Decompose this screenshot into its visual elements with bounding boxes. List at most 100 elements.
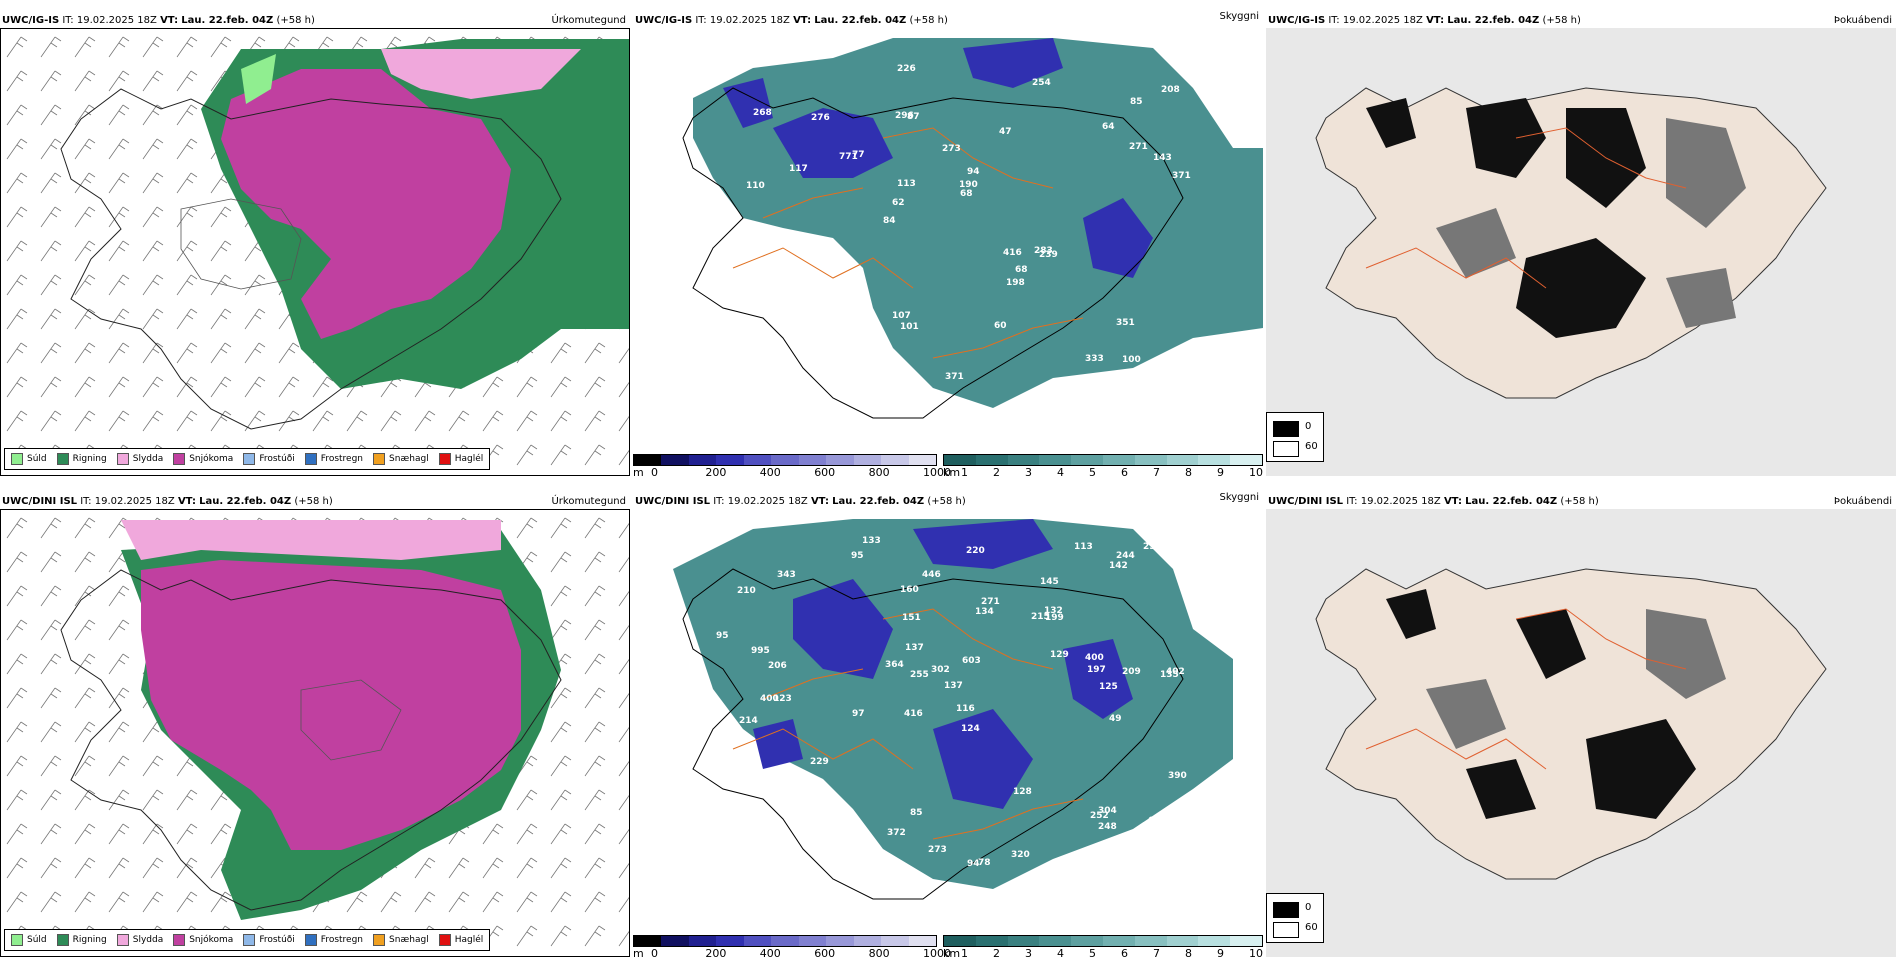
colorbar-segment — [975, 936, 1008, 946]
colorbar-segment — [771, 936, 799, 946]
colorbar-tick: 8 — [1185, 466, 1192, 479]
ceiling-label: 125 — [1099, 682, 1118, 692]
ceiling-label: 47 — [999, 127, 1012, 137]
colorbar-segment — [661, 936, 689, 946]
visibility-panel-bottom: UWC/DINI ISL IT: 19.02.2025 18Z VT: Lau.… — [633, 492, 1263, 965]
ceiling-label: 68 — [1015, 265, 1028, 275]
ceiling-label: 62 — [1148, 816, 1161, 826]
ceiling-label: 206 — [768, 661, 787, 671]
colorbar-tick: 400 — [759, 947, 781, 960]
fog-label-60: 60 — [1305, 441, 1318, 452]
ceiling-label: 400 — [1085, 653, 1104, 663]
ceiling-label: 208 — [1161, 85, 1180, 95]
ceiling-label: 384 — [745, 780, 764, 790]
colorbar-segment — [1230, 936, 1262, 946]
colorbar-segment — [1166, 455, 1199, 465]
ceiling-label: 160 — [900, 585, 919, 595]
highland-outline — [300, 679, 402, 761]
legend-label: Slydda — [132, 935, 164, 945]
colorbar-tick: 0 — [651, 947, 658, 960]
ceiling-label: 113 — [1074, 542, 1093, 552]
ceiling-unit: m — [633, 947, 644, 960]
iceland-coast — [682, 568, 1184, 900]
colorbar-segment — [1102, 936, 1135, 946]
legend-item: Haglél — [438, 453, 483, 465]
visibility-map: 100 110 85 84 47 64 296 273 66 77 70 70 87 94 239 268 22… — [633, 28, 1263, 428]
colorbar-segment — [853, 936, 882, 946]
road-network — [1365, 608, 1687, 770]
ceiling-label: 273 — [942, 144, 961, 154]
legend-label: Frostregn — [320, 935, 364, 945]
legend-swatch — [173, 934, 186, 946]
ceiling-label: 248 — [1098, 822, 1117, 832]
colorbar-segment — [881, 455, 909, 465]
ceiling-label: 111 — [753, 844, 772, 854]
colorbar-tick: 7 — [1153, 947, 1160, 960]
colorbar-segment — [826, 936, 854, 946]
ceiling-label: 333 — [1085, 354, 1104, 364]
legend-label: Snæhagl — [389, 454, 429, 464]
colorbar-segment — [1039, 455, 1072, 465]
precip-map — [0, 509, 630, 957]
precip-type-panel-top: UWC/IG-IS IT: 19.02.2025 18Z VT: Lau. 22… — [0, 14, 630, 484]
ceiling-label: 364 — [885, 660, 904, 670]
precip-legend: Súld Rigning Slydda Snjókoma Frostúði Frostre… — [4, 448, 491, 470]
legend-label: Slydda — [132, 454, 164, 464]
ceiling-label: 124 — [961, 724, 980, 734]
ceiling-label: 268 — [753, 108, 772, 118]
colorbar-tick: 800 — [868, 947, 890, 960]
colorbar-segment — [908, 455, 936, 465]
drizzle-area — [241, 54, 276, 104]
ceiling-label: 64 — [768, 360, 781, 370]
ceiling-unit: m — [633, 466, 644, 479]
ceiling-label: 254 — [1032, 78, 1051, 88]
ceiling-label: 320 — [1011, 850, 1030, 860]
ceiling-label: 214 — [739, 716, 758, 726]
fog-legend: 0 60 — [1266, 412, 1324, 462]
fog-map — [1266, 28, 1896, 476]
field-name: Þokuábendi — [1833, 15, 1892, 26]
colorbar-tick: 5 — [1089, 947, 1096, 960]
fog-indicator-panel-top: UWC/IG-IS IT: 19.02.2025 18Z VT: Lau. 22… — [1266, 14, 1896, 484]
fog-swatch-60 — [1273, 922, 1299, 938]
colorbar-segment — [716, 936, 744, 946]
fog-legend: 0 60 — [1266, 893, 1324, 943]
medium-fog — [1426, 609, 1726, 749]
fog-map — [1266, 509, 1896, 957]
ceiling-label: 220 — [966, 546, 985, 556]
ceiling-patches — [753, 519, 1133, 809]
fog-swatch-60 — [1273, 441, 1299, 457]
legend-item: Rigning — [56, 934, 107, 946]
legend-item: Snæhagl — [373, 934, 429, 946]
legend-label: Frostregn — [320, 454, 364, 464]
colorbar-segment — [1230, 455, 1262, 465]
fog-label-60: 60 — [1305, 922, 1318, 933]
ceiling-label: 603 — [962, 656, 981, 666]
panel-title: UWC/DINI ISL IT: 19.02.2025 18Z VT: Lau.… — [635, 496, 966, 507]
legend-item: Frostúði — [243, 934, 295, 946]
ceiling-label: 66 — [761, 290, 774, 300]
ceiling-label: 209 — [1122, 667, 1141, 677]
ceiling-label: 113 — [897, 179, 916, 189]
colorbar-segment — [661, 455, 689, 465]
ceiling-label: 94 — [967, 167, 980, 177]
ceiling-label: 143 — [1153, 153, 1172, 163]
ceiling-label: 129 — [1050, 650, 1069, 660]
visibility-unit: km — [943, 466, 961, 479]
legend-swatch — [243, 453, 256, 465]
ceiling-label: 59 — [731, 361, 744, 371]
ceiling-label: 151 — [902, 613, 921, 623]
legend-item: Rigning — [56, 453, 107, 465]
colorbar-segment — [743, 936, 772, 946]
legend-item: Snjókoma — [173, 453, 233, 465]
ceiling-label: 100 — [1122, 355, 1141, 365]
legend-item: Slydda — [116, 934, 164, 946]
panel-title: UWC/IG-IS IT: 19.02.2025 18Z VT: Lau. 22… — [2, 15, 315, 26]
legend-swatch — [373, 934, 386, 946]
ceiling-label: 197 — [1087, 665, 1106, 675]
colorbar-tick: 1000 — [923, 466, 951, 479]
colorbar-segment — [798, 936, 827, 946]
legend-swatch — [243, 934, 256, 946]
legend-label: Rigning — [72, 935, 107, 945]
colorbar-segment — [634, 936, 662, 946]
